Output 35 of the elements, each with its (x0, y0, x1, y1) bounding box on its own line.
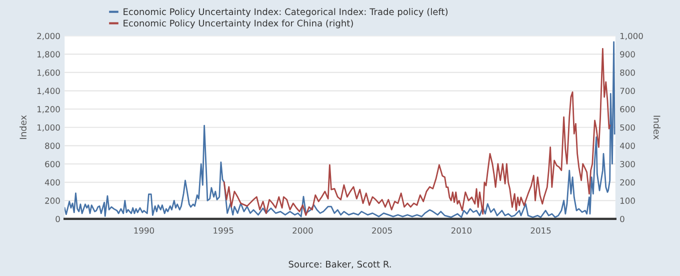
y2-tick-label: 900 (620, 51, 635, 58)
y-tick-label: 2,000 (37, 32, 60, 40)
y-tick-label: 1,000 (37, 124, 60, 132)
x-tick-label: 2005 (372, 227, 392, 234)
source-note: Source: Baker, Scott R. (288, 260, 391, 268)
y2-tick-label: 100 (620, 198, 635, 204)
y2-tick-label: 0 (620, 216, 624, 222)
y2-tick-label: 300 (620, 160, 635, 168)
y-tick-label: 1,200 (37, 106, 60, 114)
x-tick-label: 1995 (214, 227, 234, 234)
y2-tick-label: 700 (620, 88, 635, 94)
y-tick-label: 1,600 (37, 69, 60, 77)
legend-label: Economic Policy Uncertainty Index: Categorical Index: Trade policy (left) (124, 8, 448, 17)
y-tick-label: 0 (56, 216, 60, 222)
y-tick-label: 200 (45, 198, 60, 204)
y-tick-label: 1,800 (37, 51, 60, 58)
legend-label: Economic Policy Uncertainty Index for China (right) (124, 20, 353, 28)
line-series (64, 41, 616, 218)
y-tick-label: 400 (44, 179, 60, 186)
x-tick-label: 2015 (530, 227, 551, 234)
y-axis-title: Index (20, 115, 26, 139)
x-tick-label: 1990 (134, 227, 154, 234)
y-tick-label: 600 (45, 160, 60, 168)
y2-tick-label: 600 (620, 106, 635, 112)
y-tick-label: 1,400 (37, 88, 60, 95)
y2-tick-label: 200 (620, 179, 635, 186)
y2-tick-label: 400 (620, 142, 635, 149)
x-tick-label: 2010 (451, 227, 472, 234)
y2-tick-label: 1,000 (620, 32, 643, 40)
y2-tick-label: 500 (620, 124, 635, 131)
line-series (223, 48, 611, 216)
y2-axis-title: Index (654, 116, 660, 140)
y2-tick-label: 800 (620, 69, 635, 76)
x-tick-label: 2000 (292, 227, 313, 234)
y-tick-label: 800 (45, 142, 60, 149)
